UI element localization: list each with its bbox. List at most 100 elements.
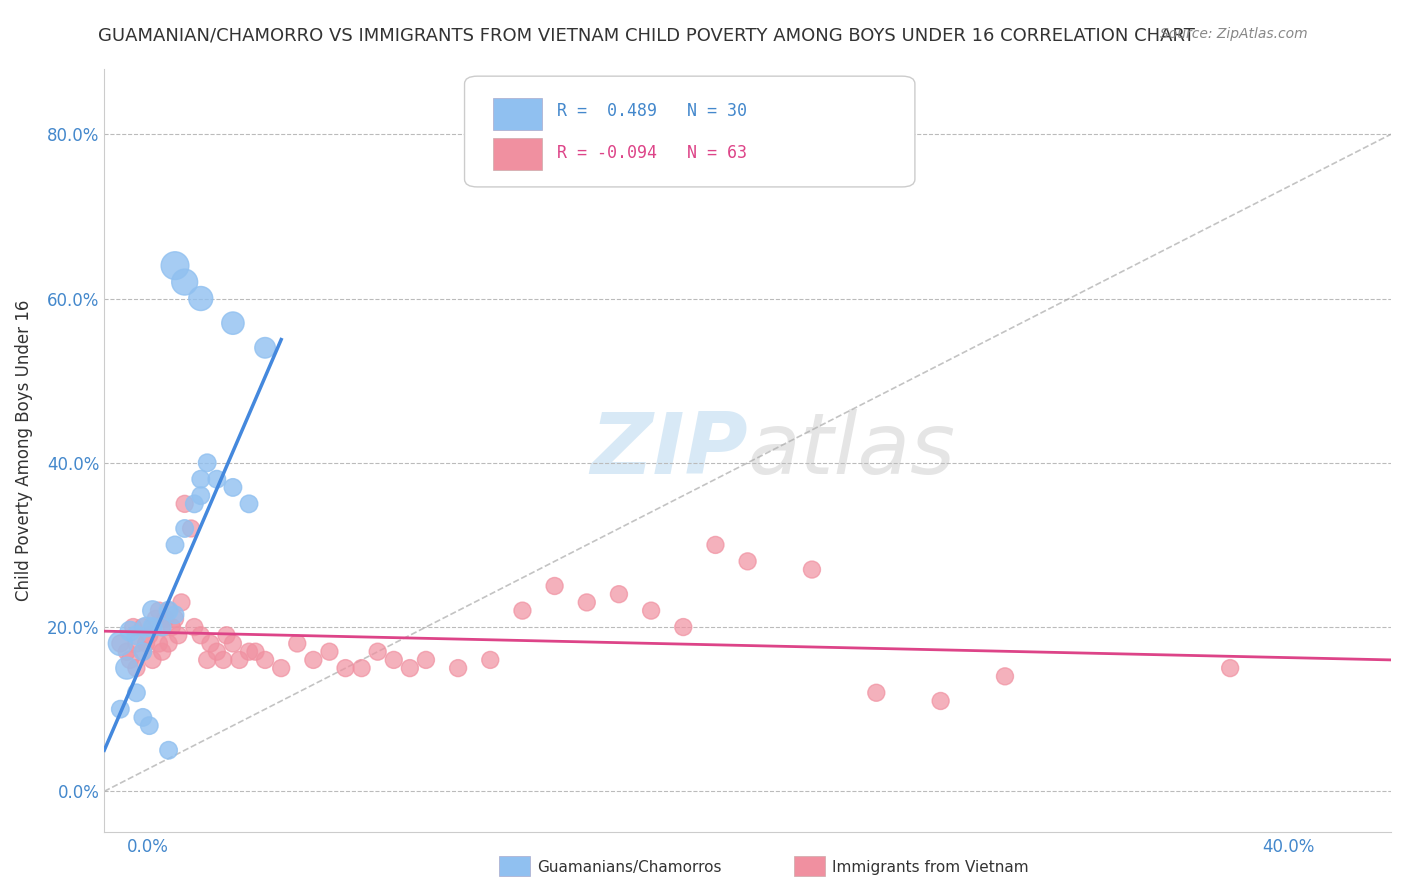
Point bbox=[132, 620, 155, 634]
Point bbox=[270, 661, 292, 675]
Y-axis label: Child Poverty Among Boys Under 16: Child Poverty Among Boys Under 16 bbox=[15, 300, 32, 601]
Point bbox=[115, 645, 138, 659]
Point bbox=[138, 628, 160, 642]
Point bbox=[141, 604, 163, 618]
Point bbox=[132, 645, 155, 659]
Point bbox=[115, 661, 138, 675]
Text: ZIP: ZIP bbox=[591, 409, 748, 492]
Point bbox=[135, 636, 157, 650]
Point bbox=[190, 628, 212, 642]
Point bbox=[929, 694, 952, 708]
Point bbox=[148, 604, 170, 618]
Point bbox=[200, 636, 222, 650]
Point bbox=[994, 669, 1017, 683]
Point bbox=[543, 579, 565, 593]
Text: 40.0%: 40.0% bbox=[1263, 838, 1315, 855]
Point bbox=[222, 480, 245, 494]
Point bbox=[350, 661, 373, 675]
Point bbox=[183, 497, 205, 511]
Point bbox=[157, 604, 180, 618]
Point bbox=[800, 563, 823, 577]
Bar bbox=[494, 97, 541, 129]
Point bbox=[512, 604, 534, 618]
Point bbox=[479, 653, 502, 667]
Point bbox=[215, 628, 238, 642]
Point bbox=[150, 620, 173, 634]
Text: Guamanians/Chamorros: Guamanians/Chamorros bbox=[537, 860, 721, 874]
Point bbox=[238, 645, 260, 659]
Text: atlas: atlas bbox=[748, 409, 956, 492]
Point bbox=[222, 316, 245, 330]
Point bbox=[125, 661, 148, 675]
Point bbox=[163, 259, 186, 273]
Text: 0.0%: 0.0% bbox=[127, 838, 169, 855]
Point bbox=[135, 620, 157, 634]
Point bbox=[163, 538, 186, 552]
Point bbox=[157, 604, 180, 618]
Point bbox=[382, 653, 405, 667]
Text: Immigrants from Vietnam: Immigrants from Vietnam bbox=[832, 860, 1029, 874]
Point bbox=[1219, 661, 1241, 675]
Point bbox=[170, 595, 193, 609]
Text: GUAMANIAN/CHAMORRO VS IMMIGRANTS FROM VIETNAM CHILD POVERTY AMONG BOYS UNDER 16 : GUAMANIAN/CHAMORRO VS IMMIGRANTS FROM VI… bbox=[98, 27, 1195, 45]
Point bbox=[150, 620, 173, 634]
Point bbox=[245, 645, 267, 659]
Point bbox=[163, 607, 186, 622]
Point bbox=[399, 661, 422, 675]
Point bbox=[212, 653, 235, 667]
Point bbox=[141, 653, 163, 667]
Point bbox=[704, 538, 727, 552]
Point bbox=[640, 604, 662, 618]
Point bbox=[190, 472, 212, 486]
Point bbox=[160, 620, 183, 634]
Point bbox=[575, 595, 598, 609]
Point bbox=[173, 497, 195, 511]
Point bbox=[125, 686, 148, 700]
Point bbox=[222, 636, 245, 650]
Point bbox=[163, 612, 186, 626]
Point bbox=[157, 636, 180, 650]
Point bbox=[607, 587, 630, 601]
Point bbox=[195, 456, 218, 470]
Point bbox=[132, 645, 155, 659]
Point bbox=[195, 653, 218, 667]
Point bbox=[122, 620, 145, 634]
Point bbox=[367, 645, 389, 659]
Point bbox=[110, 702, 132, 716]
Point bbox=[125, 628, 148, 642]
Point bbox=[173, 521, 195, 535]
Point bbox=[447, 661, 470, 675]
Point bbox=[254, 341, 277, 355]
Point bbox=[190, 292, 212, 306]
Text: R = -0.094   N = 63: R = -0.094 N = 63 bbox=[557, 145, 747, 162]
Point bbox=[138, 718, 160, 732]
Point bbox=[865, 686, 887, 700]
Point bbox=[302, 653, 325, 667]
Point bbox=[125, 636, 148, 650]
Point bbox=[157, 743, 180, 757]
Text: Source: ZipAtlas.com: Source: ZipAtlas.com bbox=[1160, 27, 1308, 41]
Point bbox=[228, 653, 250, 667]
Point bbox=[238, 497, 260, 511]
Point bbox=[672, 620, 695, 634]
Point bbox=[205, 472, 228, 486]
Point bbox=[118, 653, 141, 667]
Point bbox=[148, 636, 170, 650]
Point bbox=[205, 645, 228, 659]
Point bbox=[145, 612, 167, 626]
Point bbox=[132, 710, 155, 724]
Point bbox=[415, 653, 437, 667]
Point bbox=[737, 554, 759, 568]
Point bbox=[150, 645, 173, 659]
Point bbox=[318, 645, 340, 659]
Point bbox=[335, 661, 357, 675]
Point bbox=[141, 620, 163, 634]
Point bbox=[173, 275, 195, 289]
Point bbox=[118, 624, 141, 639]
Point bbox=[167, 628, 190, 642]
Point bbox=[183, 620, 205, 634]
Point bbox=[110, 636, 132, 650]
Point bbox=[180, 521, 202, 535]
Point bbox=[254, 653, 277, 667]
FancyBboxPatch shape bbox=[464, 76, 915, 187]
